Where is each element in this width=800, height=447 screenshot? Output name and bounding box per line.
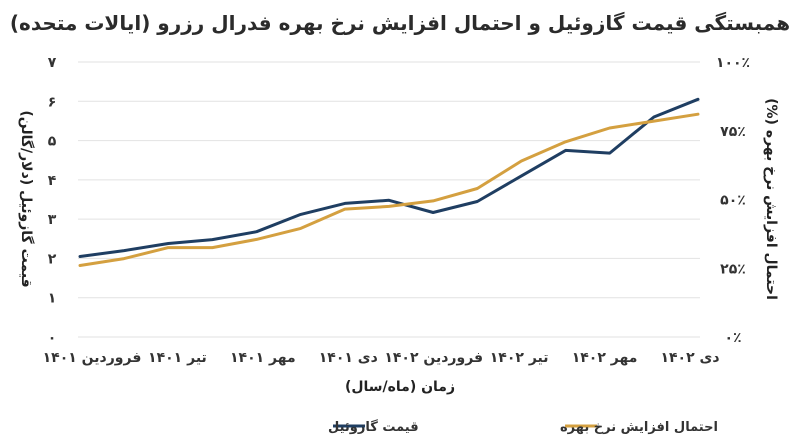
left-tick-label: ۲ — [48, 251, 57, 267]
x-tick-label: دی ۱۴۰۱ — [319, 350, 378, 366]
left-tick-label: ۱ — [48, 291, 57, 307]
left-axis-label: قیمت گازوئیل (دلار/گالن) — [18, 110, 35, 287]
x-tick-label: تیر ۱۴۰۱ — [148, 350, 207, 366]
left-axis-ticks: ۰ ۱ ۲ ۳ ۴ ۵ ۶ ۷ — [48, 55, 57, 346]
right-tick-label: ۷۵٪ — [720, 124, 746, 140]
left-tick-label: ۵ — [48, 134, 57, 150]
x-tick-label: دی ۱۴۰۲ — [660, 350, 719, 366]
x-tick-label: فروردین ۱۴۰۲ — [384, 350, 483, 366]
x-tick-label: مهر ۱۴۰۱ — [230, 350, 296, 366]
series-line-diesel — [78, 97, 700, 258]
right-tick-label: ۵۰٪ — [720, 193, 746, 209]
chart-title: همبستگی قیمت گازوئیل و احتمال افزایش نرخ… — [10, 11, 790, 35]
series-line-rate — [78, 112, 700, 267]
right-tick-label: ۲۵٪ — [720, 261, 746, 277]
right-axis-ticks: ۰٪ ۲۵٪ ۵۰٪ ۷۵٪ ۱۰۰٪ — [716, 55, 750, 346]
right-tick-label: ۰٪ — [724, 330, 741, 346]
left-tick-label: ۴ — [48, 173, 57, 189]
x-tick-label: مهر ۱۴۰۲ — [572, 350, 638, 366]
left-tick-label: ۰ — [48, 330, 57, 346]
x-tick-label: فروردین ۱۴۰۱ — [43, 350, 142, 366]
left-tick-label: ۶ — [48, 94, 57, 110]
legend-label-rate: احتمال افزایش نرخ بهره — [560, 420, 718, 435]
left-tick-label: ۷ — [48, 55, 57, 71]
x-tick-label: تیر ۱۴۰۲ — [490, 350, 549, 366]
x-axis-label: زمان (ماه/سال) — [345, 379, 455, 395]
legend: احتمال افزایش نرخ بهره قیمت گازوئیل — [328, 419, 718, 435]
series-lines — [78, 97, 700, 267]
right-axis-label: احتمال افزایش نرخ بهره (%) — [763, 98, 779, 300]
gridlines — [78, 61, 700, 338]
x-axis-ticks: فروردین ۱۴۰۱ تیر ۱۴۰۱ مهر ۱۴۰۱ دی ۱۴۰۱ فرورد… — [43, 350, 720, 366]
legend-label-diesel: قیمت گازوئیل — [328, 419, 419, 435]
left-tick-label: ۳ — [48, 212, 57, 228]
right-tick-label: ۱۰۰٪ — [716, 55, 750, 71]
